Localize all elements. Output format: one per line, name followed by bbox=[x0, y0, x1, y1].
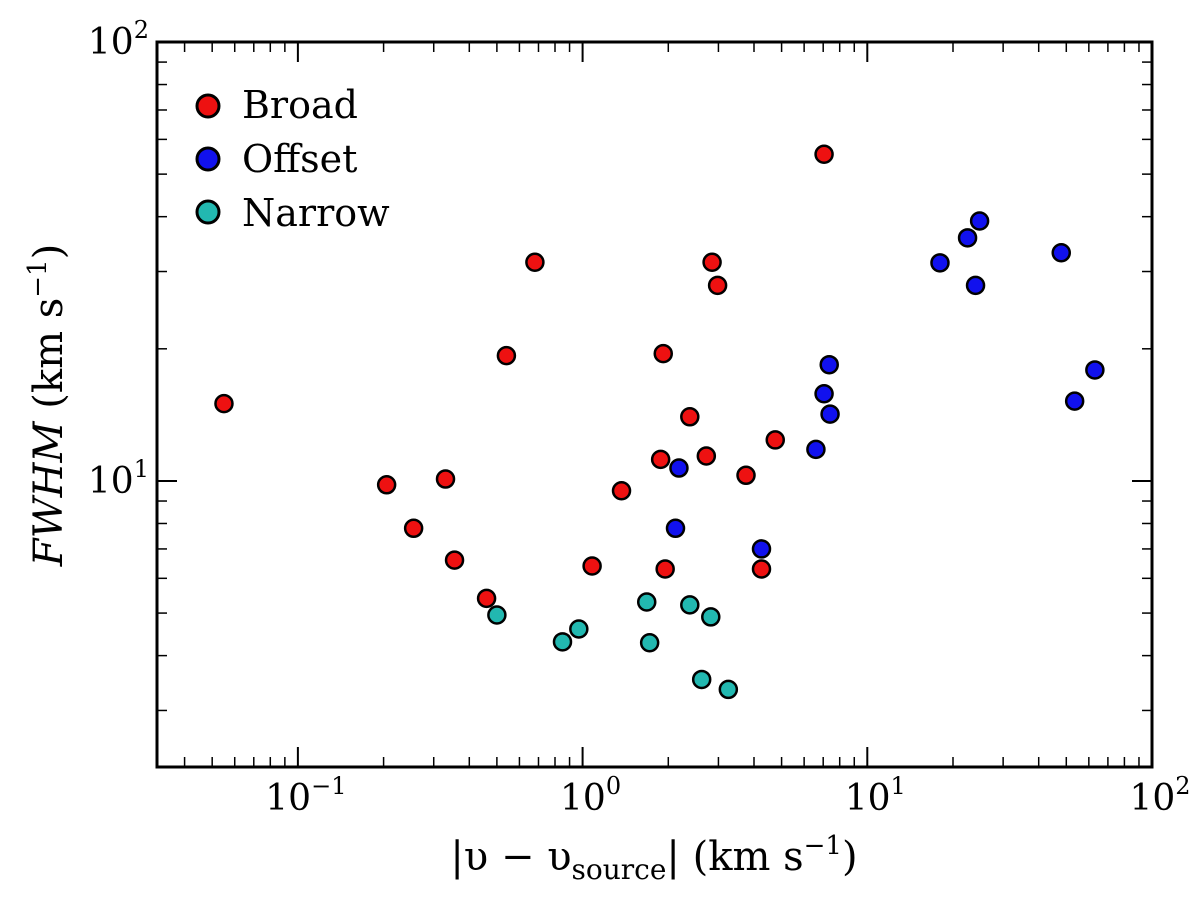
data-point-offset bbox=[669, 458, 689, 478]
data-point-offset bbox=[819, 354, 839, 375]
plot-frame bbox=[155, 40, 1154, 769]
data-point-broad bbox=[751, 559, 772, 579]
data-point-narrow bbox=[639, 632, 660, 653]
x-tick-label: 101 bbox=[845, 772, 906, 819]
data-point-offset bbox=[751, 539, 772, 559]
data-point-narrow bbox=[691, 669, 712, 690]
data-point-offset bbox=[1064, 391, 1085, 411]
data-point-offset bbox=[1085, 360, 1105, 380]
data-point-broad bbox=[444, 550, 465, 570]
y-axis-label: FWHM (km s−1) bbox=[23, 244, 72, 567]
data-point-broad bbox=[582, 556, 602, 576]
minor-ticks bbox=[157, 42, 1152, 767]
data-point-broad bbox=[650, 449, 671, 470]
data-point-offset bbox=[820, 404, 840, 424]
x-label-v: υ bbox=[464, 834, 488, 880]
data-point-offset bbox=[665, 518, 686, 539]
data-point-broad bbox=[696, 446, 717, 466]
data-point-narrow bbox=[718, 679, 739, 700]
x-tick-label: 100 bbox=[560, 772, 621, 819]
x-label-subscript: source bbox=[572, 853, 667, 886]
data-point-offset bbox=[965, 275, 986, 296]
legend-label-broad: Broad bbox=[242, 83, 358, 127]
data-point-broad bbox=[435, 469, 456, 489]
y-label-units: (km s bbox=[26, 298, 72, 422]
x-label-bar-left: | bbox=[450, 834, 463, 880]
legend-marker-narrow bbox=[195, 199, 221, 225]
data-point-broad bbox=[525, 252, 545, 272]
legend-label-narrow: Narrow bbox=[242, 191, 390, 235]
y-tick-label: 102 bbox=[88, 16, 149, 63]
data-point-broad bbox=[214, 393, 234, 414]
x-tick-labels: 10−1 100 101 102 bbox=[265, 772, 1190, 819]
data-point-broad bbox=[707, 275, 728, 296]
x-label-close: ) bbox=[842, 834, 858, 880]
data-point-broad bbox=[655, 559, 675, 579]
legend-label-offset: Offset bbox=[242, 137, 357, 181]
data-point-broad bbox=[611, 480, 632, 501]
y-tick-labels: 101 102 bbox=[88, 16, 149, 502]
x-label-bar-right: | bbox=[666, 834, 679, 880]
data-point-offset bbox=[814, 383, 834, 404]
data-point-offset bbox=[930, 253, 950, 273]
data-point-narrow bbox=[636, 592, 657, 612]
x-label-units: (km s bbox=[693, 834, 804, 880]
data-point-narrow bbox=[680, 595, 700, 615]
data-point-narrow bbox=[701, 607, 721, 627]
data-point-offset bbox=[969, 211, 990, 231]
data-point-broad bbox=[376, 475, 397, 495]
y-label-exponent: −1 bbox=[23, 259, 53, 297]
y-label-fwhm: FWHM bbox=[26, 420, 72, 567]
legend-marker-offset bbox=[195, 146, 221, 172]
data-point-broad bbox=[702, 252, 722, 272]
x-label-vsource: υ bbox=[547, 834, 571, 880]
y-label-close: ) bbox=[26, 244, 72, 260]
data-point-broad bbox=[403, 518, 424, 539]
x-tick-label: 102 bbox=[1129, 772, 1190, 819]
data-points bbox=[214, 144, 1105, 700]
data-point-broad bbox=[765, 430, 785, 450]
x-label-minus: − bbox=[488, 834, 547, 880]
x-axis-label: |υ − υsource| (km s−1) bbox=[450, 831, 857, 886]
data-point-broad bbox=[653, 343, 673, 364]
data-point-broad bbox=[814, 144, 834, 164]
data-point-narrow bbox=[569, 619, 589, 639]
data-point-narrow bbox=[487, 605, 507, 625]
data-point-offset bbox=[1051, 243, 1071, 263]
legend: Broad Offset Narrow bbox=[195, 83, 390, 235]
data-point-broad bbox=[476, 588, 497, 609]
y-tick-label: 101 bbox=[88, 455, 149, 502]
data-point-broad bbox=[736, 465, 756, 486]
x-tick-label: 10−1 bbox=[265, 772, 346, 819]
data-point-offset bbox=[957, 228, 978, 248]
data-point-broad bbox=[496, 345, 517, 366]
legend-marker-broad bbox=[195, 93, 221, 119]
data-point-broad bbox=[680, 407, 700, 427]
data-point-narrow bbox=[552, 632, 573, 652]
data-point-offset bbox=[806, 439, 826, 460]
x-label-exponent: −1 bbox=[804, 831, 842, 861]
